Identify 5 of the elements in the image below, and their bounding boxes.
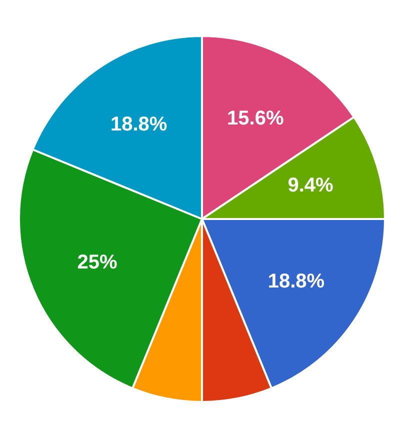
data-label: 18.8% bbox=[110, 113, 168, 136]
data-label: 9.4% bbox=[288, 174, 334, 196]
data-label: 18.8% bbox=[268, 270, 325, 293]
data-label: 15.6% bbox=[227, 107, 284, 130]
data-label: 25% bbox=[77, 251, 118, 274]
